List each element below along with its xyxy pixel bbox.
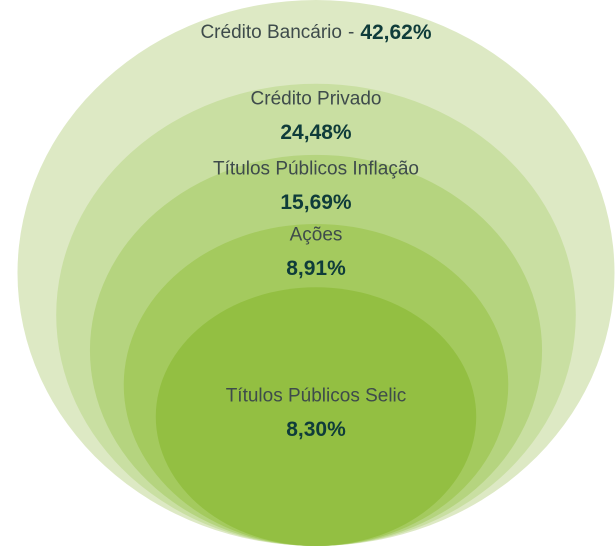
category-label: Crédito Privado xyxy=(251,88,382,109)
value-label: 8,30% xyxy=(286,418,346,441)
category-label: Títulos Públicos Selic xyxy=(226,386,407,407)
category-label: Títulos Públicos Inflação xyxy=(213,158,419,179)
ring-label: Crédito Bancário -42,62% xyxy=(200,21,431,44)
ring xyxy=(155,287,477,546)
category-label: Crédito Bancário xyxy=(200,22,342,43)
value-label: 24,48% xyxy=(280,121,352,144)
value-label: 15,69% xyxy=(280,191,352,214)
value-label: 8,91% xyxy=(286,257,346,280)
separator: - xyxy=(348,22,354,43)
value-label: 42,62% xyxy=(360,21,432,44)
category-label: Ações xyxy=(290,225,343,246)
